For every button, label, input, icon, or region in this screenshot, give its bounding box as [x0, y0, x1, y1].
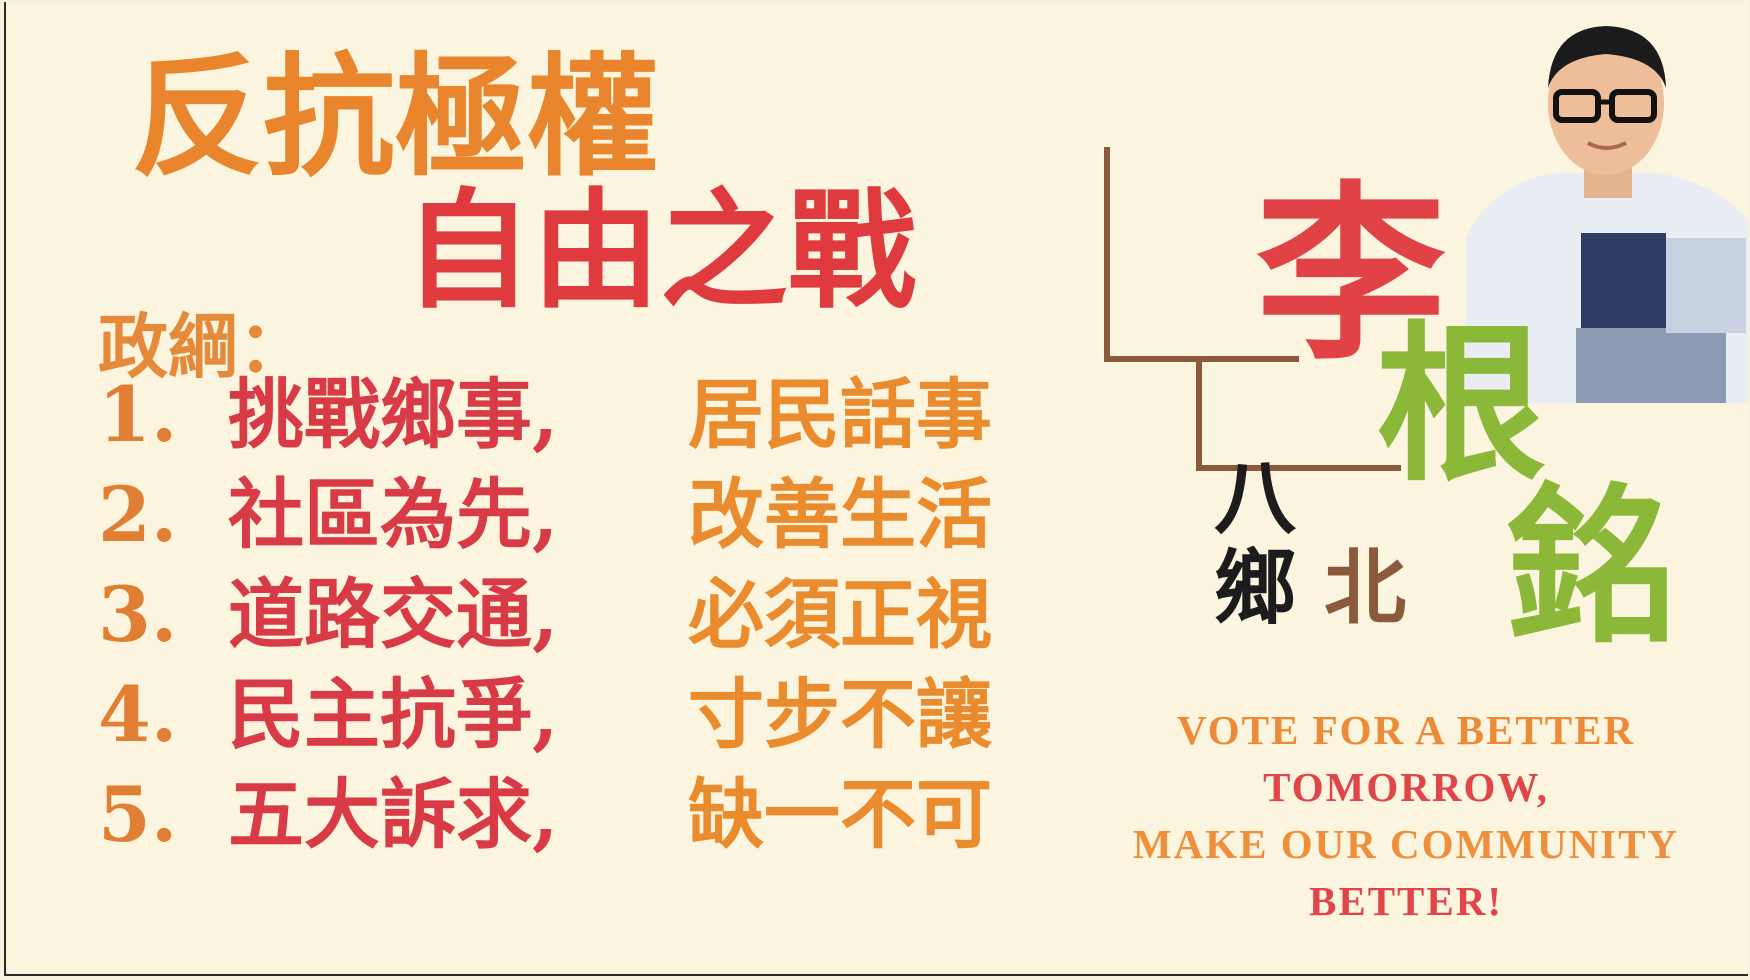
- platform-item-2: 2. 社區為先, 改善生活: [98, 477, 992, 553]
- slogan-line-3: MAKE OUR COMMUNITY: [1132, 821, 1680, 867]
- item-number: 1.: [98, 370, 178, 459]
- headline-line-2: 自由之戰: [404, 176, 917, 326]
- slogan-line-2: TOMORROW,: [1263, 764, 1549, 810]
- english-slogan: VOTE FOR A BETTER TOMORROW, MAKE OUR COM…: [1061, 702, 1748, 930]
- item-part-1: 五大訴求,: [228, 770, 559, 859]
- candidate-photo: [1466, 26, 1748, 403]
- bracket-line-vertical: [1104, 147, 1110, 362]
- headline-line-1: 反抗極權: [131, 52, 659, 184]
- platform-item-5: 5. 五大訴求, 缺一不可: [98, 777, 992, 853]
- candidate-surname: 李: [1256, 163, 1447, 386]
- candidate-given-name-2: 銘: [1506, 467, 1677, 667]
- item-part-2: 必須正視: [688, 570, 992, 659]
- item-number: 5.: [98, 770, 178, 859]
- slogan-line-4: BETTER!: [1309, 878, 1503, 924]
- item-number: 2.: [98, 470, 178, 559]
- campaign-flyer: 反抗極權 自由之戰 政綱： 1. 挑戰鄉事, 居民話事 2. 社區為先, 改善生活 3.…: [4, 2, 1748, 976]
- platform-item-1: 1. 挑戰鄉事, 居民話事: [98, 377, 992, 453]
- item-part-2: 缺一不可: [688, 770, 992, 859]
- item-part-1: 道路交通,: [228, 570, 559, 659]
- bracket-line-vertical-2: [1196, 356, 1202, 471]
- district-char-3: 北: [1324, 540, 1407, 636]
- district-char-2: 鄉: [1214, 540, 1297, 636]
- item-number: 3.: [98, 570, 178, 659]
- item-part-1: 挑戰鄉事,: [228, 370, 559, 459]
- bracket-line-horizontal-2: [1196, 465, 1401, 471]
- district-char-1: 八: [1214, 450, 1297, 546]
- item-part-2: 居民話事: [688, 370, 992, 459]
- platform-heading: 政綱：: [98, 305, 308, 388]
- platform-item-3: 3. 道路交通, 必須正視: [98, 577, 992, 653]
- item-part-1: 社區為先,: [228, 470, 559, 559]
- slogan-line-1: VOTE FOR A BETTER: [1176, 707, 1636, 753]
- candidate-given-name-1: 根: [1376, 305, 1547, 505]
- item-part-2: 寸步不讓: [688, 670, 992, 759]
- platform-item-4: 4. 民主抗爭, 寸步不讓: [98, 677, 992, 753]
- headline-line-1-text: 反抗極權: [131, 40, 659, 195]
- item-part-1: 民主抗爭,: [228, 670, 559, 759]
- item-number: 4.: [98, 670, 178, 759]
- item-part-2: 改善生活: [688, 470, 992, 559]
